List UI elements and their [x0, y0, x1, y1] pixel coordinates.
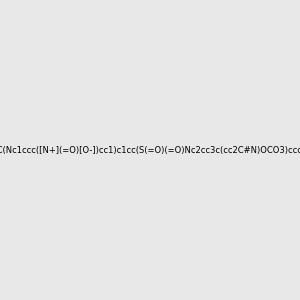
- Text: O=C(Nc1ccc([N+](=O)[O-])cc1)c1cc(S(=O)(=O)Nc2cc3c(cc2C#N)OCO3)ccc1Cl: O=C(Nc1ccc([N+](=O)[O-])cc1)c1cc(S(=O)(=…: [0, 146, 300, 154]
